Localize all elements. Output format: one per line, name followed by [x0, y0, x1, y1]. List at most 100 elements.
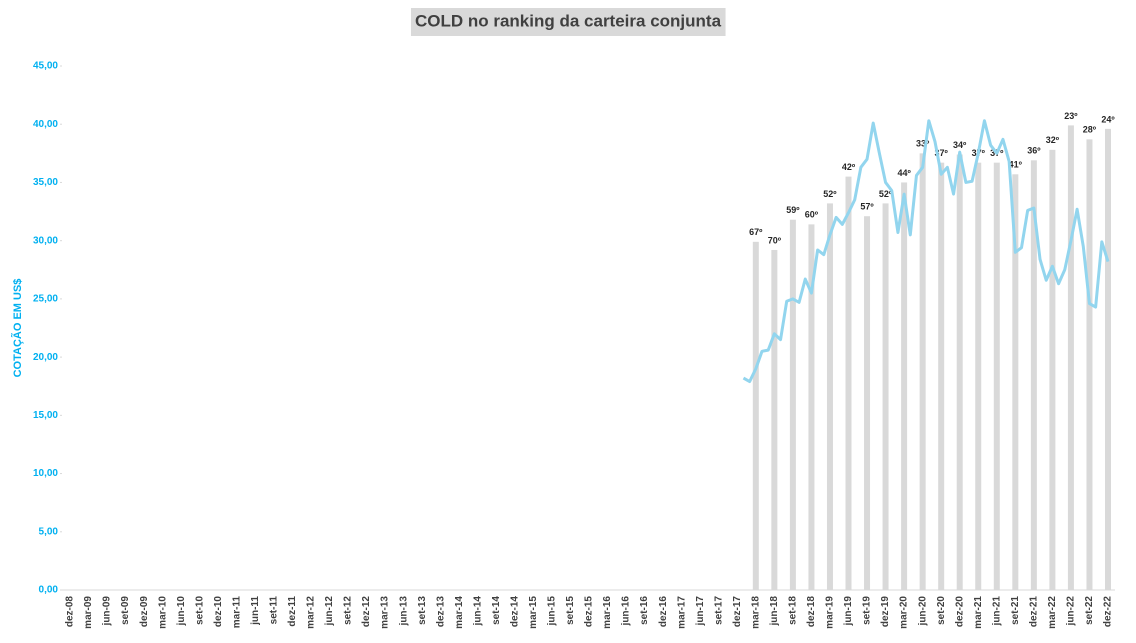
x-tick-label: dez-22 [1103, 596, 1114, 628]
bar [901, 182, 908, 590]
x-tick-label: set-09 [120, 596, 131, 625]
x-tick-label: set-18 [788, 596, 799, 625]
y-tick-label: 30,00 [33, 235, 58, 246]
bar-annotation: 59º [786, 205, 800, 215]
bar [993, 162, 1000, 590]
x-tick-label: jun-22 [1066, 596, 1077, 627]
x-tick-label: set-10 [194, 596, 205, 625]
x-tick-label: dez-18 [806, 596, 817, 628]
x-tick-label: set-17 [713, 596, 724, 625]
x-tick-label: jun-12 [324, 596, 335, 627]
bar [789, 219, 796, 590]
x-tick-label: jun-09 [102, 596, 113, 627]
x-tick-label: mar-20 [899, 596, 910, 629]
x-tick-label: mar-21 [973, 596, 984, 629]
x-tick-label: dez-14 [509, 596, 520, 628]
x-tick-label: jun-21 [991, 596, 1002, 627]
bar [882, 203, 889, 590]
bar-annotation: 34º [953, 140, 967, 150]
x-tick-label: mar-19 [825, 596, 836, 629]
x-tick-label: set-16 [639, 596, 650, 625]
x-tick-label: dez-11 [287, 596, 298, 627]
x-tick-label: set-13 [417, 596, 428, 625]
x-tick-label: dez-09 [139, 596, 150, 628]
x-tick-label: mar-09 [83, 596, 94, 629]
x-tick-label: mar-14 [454, 596, 465, 629]
bar-annotation: 23º [1064, 111, 1078, 121]
bar-annotation: 32º [1046, 135, 1060, 145]
x-tick-label: jun-16 [621, 596, 632, 627]
bar-annotation: 28º [1083, 125, 1097, 135]
bar-annotation: 57º [860, 202, 874, 212]
bar [826, 203, 833, 590]
x-tick-label: set-20 [936, 596, 947, 625]
x-tick-label: dez-12 [361, 596, 372, 628]
x-tick-label: set-19 [862, 596, 873, 625]
x-tick-label: mar-10 [157, 596, 168, 629]
x-tick-label: jun-15 [547, 596, 558, 627]
y-tick-label: 35,00 [33, 177, 58, 188]
x-tick-label: set-22 [1084, 596, 1095, 625]
x-tick-label: set-21 [1010, 596, 1021, 625]
y-axis-label: COTAÇÃO EM US$ [11, 279, 24, 378]
x-tick-label: dez-21 [1028, 596, 1039, 628]
x-tick-label: jun-17 [695, 596, 706, 627]
bar [1030, 160, 1037, 590]
bar-annotation: 60º [805, 210, 819, 220]
bar-annotation: 41º [1009, 160, 1023, 170]
bar [1105, 128, 1111, 590]
bar [975, 162, 982, 590]
y-tick-label: 40,00 [33, 119, 58, 130]
bar [956, 154, 963, 590]
x-tick-label: mar-18 [750, 596, 761, 629]
x-tick-label: jun-20 [917, 596, 928, 627]
bar-annotation: 52º [879, 189, 893, 199]
y-tick-label: 45,00 [33, 61, 58, 72]
bar [938, 162, 945, 590]
x-tick-label: jun-18 [769, 596, 780, 627]
x-tick-label: dez-16 [658, 596, 669, 628]
x-tick-label: mar-15 [528, 596, 539, 629]
y-tick-label: 25,00 [33, 294, 58, 305]
x-tick-label: set-11 [269, 596, 280, 625]
line [742, 119, 1110, 384]
x-tick-label: dez-20 [954, 596, 965, 628]
x-tick-label: set-12 [343, 596, 354, 625]
x-tick-label: mar-17 [676, 596, 687, 629]
x-tick-label: dez-17 [732, 596, 743, 628]
x-tick-label: set-14 [491, 596, 502, 625]
x-tick-label: jun-10 [176, 596, 187, 627]
x-tick-label: mar-12 [306, 596, 317, 629]
bar [808, 224, 815, 590]
bar-annotation: 52º [823, 189, 837, 199]
x-tick-label: dez-08 [65, 596, 76, 628]
bar-annotation: 67º [749, 227, 763, 237]
bar-annotation: 33º [916, 139, 930, 149]
y-tick-label: 10,00 [33, 468, 58, 479]
chart-title: COLD no ranking da carteira conjunta [415, 11, 722, 30]
bar-annotation: 24º [1101, 114, 1115, 124]
bar-annotation: 42º [842, 162, 856, 172]
bar-annotation: 36º [1027, 146, 1041, 156]
x-tick-label: dez-15 [584, 596, 595, 628]
bar [1012, 174, 1019, 590]
bar [1049, 149, 1056, 590]
bar [864, 216, 871, 591]
bar [1086, 139, 1093, 591]
bar [771, 249, 778, 590]
y-tick-label: 0,00 [39, 585, 59, 596]
title-background [410, 8, 726, 36]
x-tick-label: set-15 [565, 596, 576, 625]
y-tick-label: 20,00 [33, 352, 58, 363]
x-tick-label: dez-10 [213, 596, 224, 628]
x-tick-label: mar-13 [380, 596, 391, 629]
x-tick-label: jun-11 [250, 596, 261, 626]
x-tick-label: jun-14 [472, 596, 483, 627]
x-tick-label: mar-22 [1047, 596, 1058, 629]
x-tick-label: dez-13 [435, 596, 446, 628]
bar-annotation: 70º [768, 235, 782, 245]
bar [919, 153, 926, 591]
bar-annotation: 37º [935, 148, 949, 158]
x-tick-label: mar-11 [231, 596, 242, 629]
